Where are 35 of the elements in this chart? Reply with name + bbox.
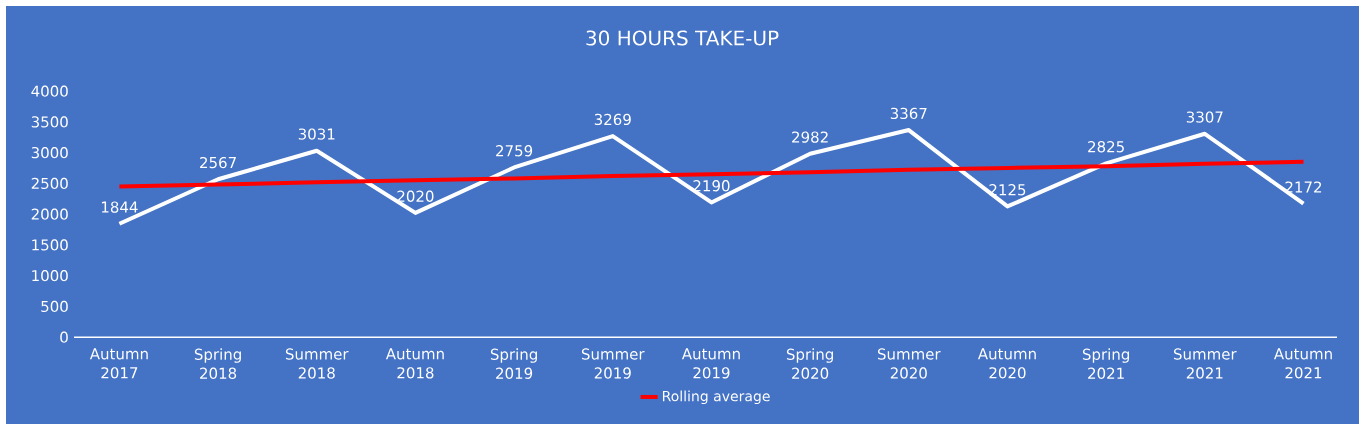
x-tick-label: Spring 2018 <box>194 348 241 379</box>
data-label: 2759 <box>496 145 533 157</box>
data-label: 2982 <box>792 131 828 143</box>
y-tick-label: 3000 <box>31 146 68 159</box>
data-label: 2020 <box>397 190 434 202</box>
data-label: 2825 <box>1088 141 1124 153</box>
data-label: 2190 <box>693 180 730 192</box>
x-tick-label: Autumn 2017 <box>89 348 148 379</box>
y-tick-label: 2500 <box>31 177 68 190</box>
y-tick-label: 3500 <box>31 116 68 128</box>
data-label: 2567 <box>200 156 236 169</box>
x-tick-label: Spring 2020 <box>786 348 833 379</box>
y-tick-label: 0 <box>60 331 68 343</box>
legend-label: Rolling average <box>662 390 770 405</box>
x-tick-label: Summer 2021 <box>1173 348 1237 379</box>
x-tick-label: Summer 2019 <box>581 348 645 379</box>
y-tick-label: 500 <box>41 300 68 313</box>
x-tick-label: Autumn 2019 <box>681 348 740 379</box>
data-label: 1844 <box>101 201 138 213</box>
x-tick-label: Summer 2018 <box>285 348 349 379</box>
x-tick-label: Summer 2020 <box>877 348 941 379</box>
x-tick-label: Spring 2019 <box>490 348 537 379</box>
data-label: 3031 <box>298 128 335 140</box>
data-label: 3307 <box>1186 111 1223 123</box>
chart-title: 30 HOURS TAKE-UP <box>586 30 779 46</box>
x-tick-label: Autumn 2020 <box>977 348 1036 379</box>
x-tick-label: Spring 2021 <box>1082 348 1129 379</box>
data-label: 3269 <box>594 113 631 126</box>
y-tick-label: 1000 <box>32 269 68 282</box>
y-tick-label: 1500 <box>32 239 68 251</box>
data-label: 3367 <box>890 107 927 120</box>
y-tick-label: 4000 <box>31 85 68 97</box>
x-tick-label: Autumn 2018 <box>385 348 444 379</box>
x-tick-label: Autumn 2021 <box>1273 348 1332 379</box>
y-tick-label: 2000 <box>31 208 68 220</box>
